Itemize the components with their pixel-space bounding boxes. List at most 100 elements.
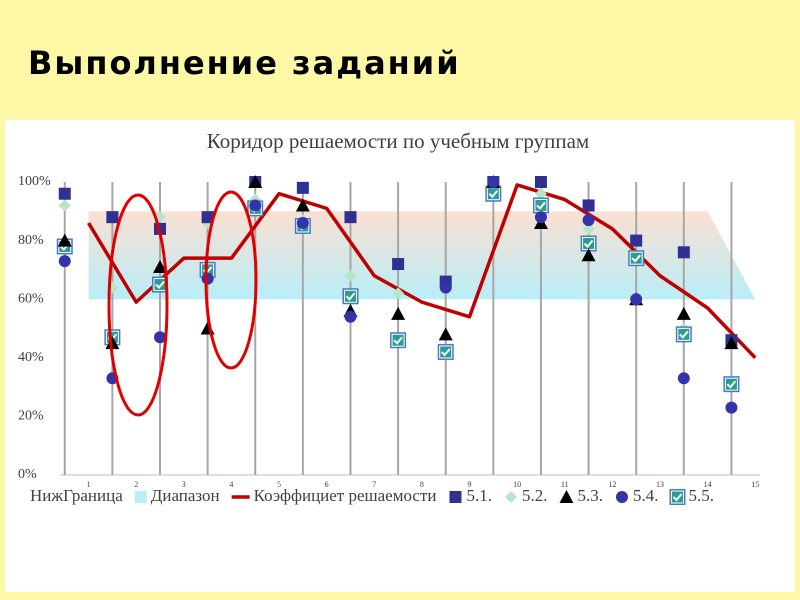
marker-circle: [582, 214, 595, 227]
marker-triangle: [724, 336, 739, 350]
marker-square: [582, 199, 595, 212]
marker-square: [201, 211, 214, 224]
marker-check: [669, 489, 686, 505]
range-band: [88, 211, 756, 300]
chart-area: [5, 120, 795, 592]
marker-triangle: [57, 233, 72, 247]
y-tick-label: 60%: [18, 291, 44, 306]
check-inner: [391, 333, 405, 347]
legend-label: Диапазон: [151, 486, 220, 505]
slide-title: Выполнение заданий: [28, 44, 461, 82]
legend-label: 5.3.: [577, 486, 603, 505]
check-tick: [679, 330, 689, 339]
y-tick-label: 20%: [18, 409, 44, 424]
x-tick-label: 11: [561, 480, 569, 489]
check-tick: [155, 280, 165, 290]
marker-circle: [630, 293, 643, 306]
marker-check: [723, 376, 740, 393]
y-tick-label: 100%: [18, 174, 51, 189]
marker-diamond: [582, 222, 595, 235]
legend-label: Коэффициет решаемости: [254, 486, 437, 505]
marker-check: [437, 343, 454, 360]
marker-square: [296, 181, 309, 194]
x-tick-label: 4: [229, 480, 233, 489]
x-tick-label: 13: [656, 480, 664, 489]
check-tick: [441, 348, 451, 357]
legend-swatch: [134, 491, 147, 503]
x-tick-label: 15: [751, 480, 759, 489]
marker-square: [630, 234, 643, 247]
x-tick-label: 2: [134, 480, 138, 489]
marker-square: [534, 176, 547, 188]
marker-circle: [439, 281, 452, 294]
marker-circle: [615, 491, 628, 503]
marker-square: [392, 258, 405, 271]
check-tick: [672, 493, 683, 502]
highlight-oval: [107, 193, 169, 417]
chart-title: Коридор решаемости по учебным группам: [207, 129, 589, 153]
x-tick-label: 12: [608, 480, 616, 489]
x-tick-label: 5: [277, 480, 281, 489]
x-tick-label: 1: [87, 480, 91, 489]
legend-label: 5.2.: [522, 486, 548, 505]
marker-square: [106, 211, 119, 224]
check-inner: [439, 345, 453, 359]
marker-diamond: [58, 199, 71, 212]
x-tick-label: 3: [182, 480, 186, 489]
y-tick-label: 40%: [18, 350, 44, 365]
marker-check: [628, 250, 645, 267]
marker-diamond: [504, 491, 517, 503]
marker-triangle: [559, 490, 574, 503]
check-inner: [724, 377, 738, 391]
marker-circle: [58, 255, 71, 268]
marker-triangle: [248, 175, 263, 188]
check-inner: [153, 278, 167, 292]
y-tick-label: 0%: [18, 467, 37, 482]
marker-diamond: [344, 269, 357, 282]
legend-label: 5.1.: [466, 486, 492, 505]
x-tick-label: 8: [420, 480, 424, 489]
y-tick-label: 80%: [18, 233, 44, 248]
marker-circle: [725, 401, 738, 414]
check-tick: [536, 201, 546, 210]
marker-check: [532, 197, 549, 214]
check-inner: [629, 251, 643, 265]
marker-square: [449, 491, 462, 503]
marker-square: [677, 246, 690, 259]
marker-check: [580, 235, 597, 252]
marker-check: [485, 185, 502, 202]
marker-triangle: [581, 248, 596, 262]
marker-circle: [201, 272, 214, 285]
check-tick: [488, 190, 499, 199]
marker-triangle: [391, 306, 406, 320]
check-tick: [393, 336, 403, 345]
highlight-oval: [204, 190, 258, 370]
check-tick: [726, 380, 737, 389]
check-inner: [677, 327, 691, 341]
marker-circle: [677, 372, 690, 385]
legend-label: 5.4.: [633, 486, 659, 505]
marker-circle: [534, 211, 547, 224]
x-tick-label: 10: [513, 480, 521, 489]
x-tick-label: 7: [372, 480, 376, 489]
marker-check: [342, 288, 359, 305]
x-tick-label: 9: [468, 480, 472, 489]
marker-diamond: [534, 187, 547, 200]
marker-circle: [296, 217, 309, 230]
marker-diamond: [392, 287, 405, 300]
check-tick: [345, 292, 356, 301]
marker-triangle: [438, 327, 453, 341]
check-tick: [631, 254, 641, 263]
marker-triangle: [295, 198, 310, 212]
check-inner: [534, 198, 548, 212]
check-inner: [343, 289, 357, 303]
marker-circle: [154, 331, 166, 344]
marker-triangle: [676, 306, 691, 320]
marker-triangle: [105, 336, 120, 350]
check-inner: [670, 490, 684, 504]
check-tick: [583, 239, 594, 249]
legend-label: НижГраница: [30, 486, 123, 505]
marker-circle: [249, 199, 262, 212]
